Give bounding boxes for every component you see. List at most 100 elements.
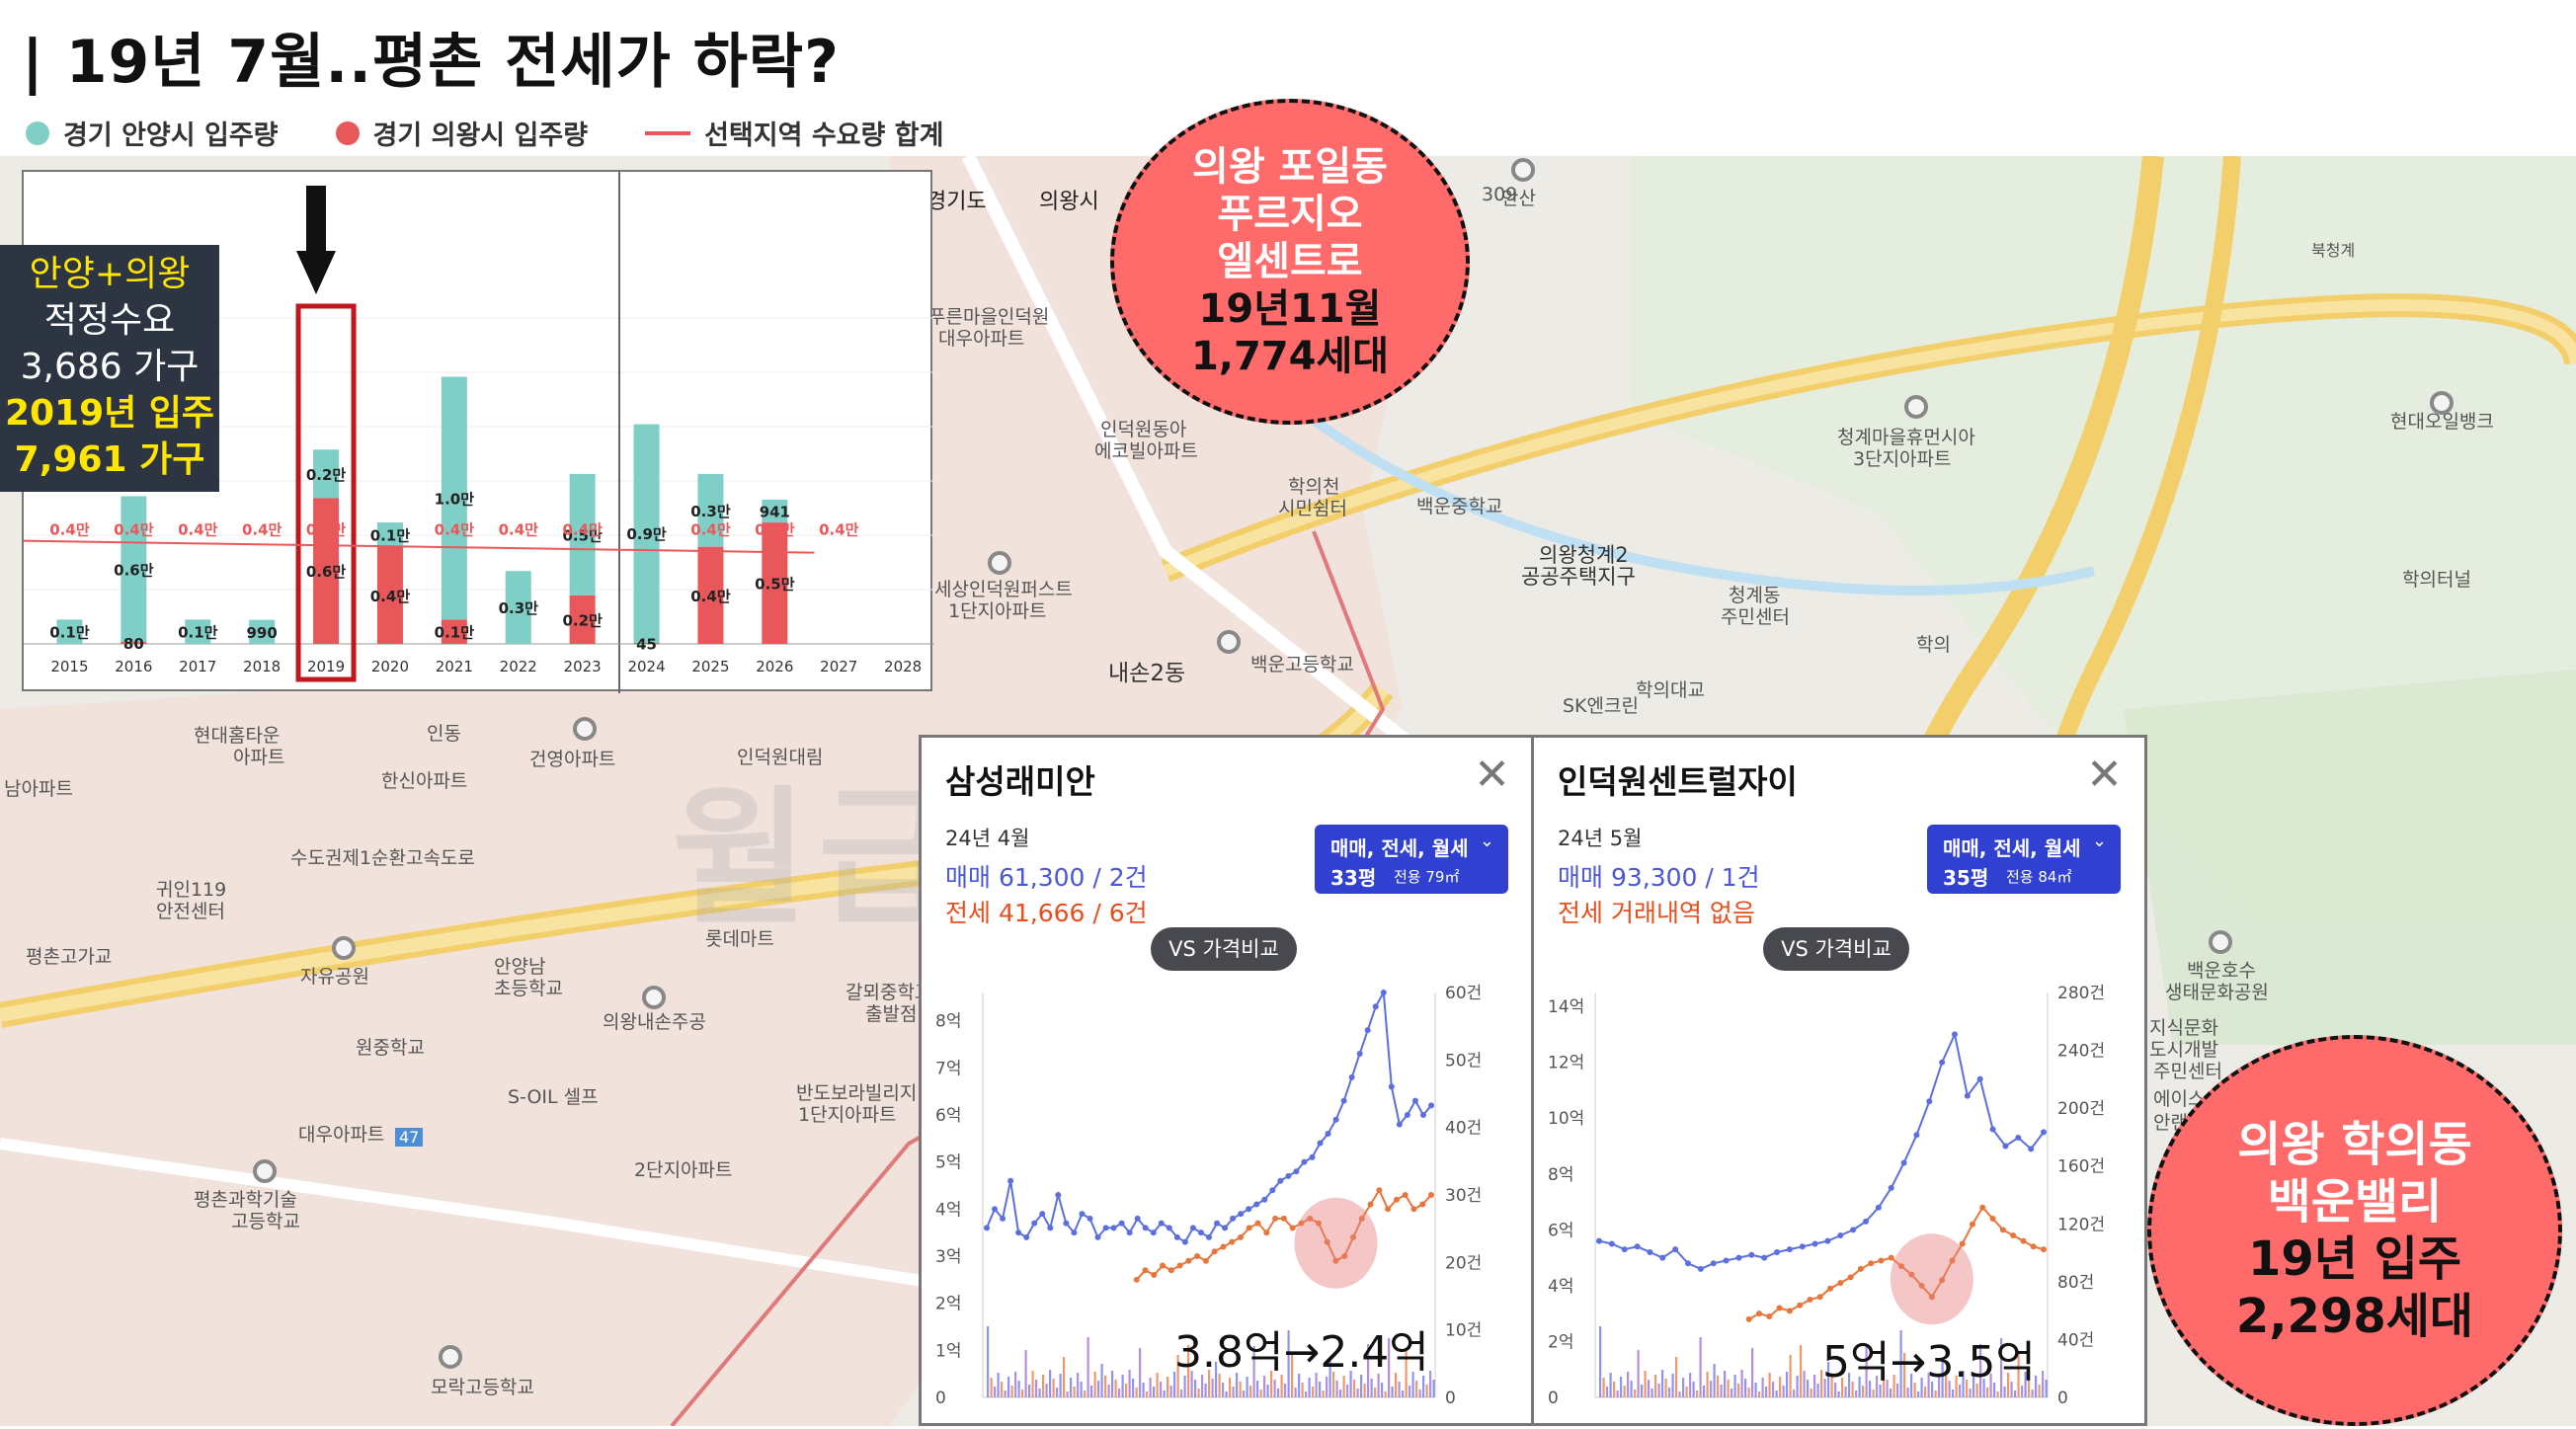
volume-bar xyxy=(1208,1370,1211,1397)
map-poi-icon[interactable] xyxy=(642,986,666,1009)
chart-legend: 경기 안양시 입주량 경기 의왕시 입주량 선택지역 수요량 합계 xyxy=(26,114,943,152)
volume-bar xyxy=(1841,1378,1844,1397)
close-icon[interactable]: ✕ xyxy=(2086,750,2123,800)
volume-bar xyxy=(1087,1337,1089,1397)
y2-tick-label: 30건 xyxy=(1445,1186,1482,1206)
map-label: 한신아파트 xyxy=(381,770,468,792)
volume-bar xyxy=(1121,1375,1124,1397)
down-arrow-icon xyxy=(296,186,336,294)
bar-anyang xyxy=(376,522,403,547)
rent-price-point xyxy=(1220,1243,1227,1250)
map-label: 원중학교 xyxy=(356,1037,425,1059)
volume-bar xyxy=(1890,1389,1892,1397)
vs-compare-button[interactable]: VS 가격비교 xyxy=(1763,927,1909,971)
rent-price-point xyxy=(1254,1220,1261,1227)
volume-bar xyxy=(1346,1385,1349,1397)
map-poi-icon[interactable] xyxy=(332,936,356,960)
volume-bar xyxy=(1225,1391,1228,1397)
price-chart-samsung: 8억 7억 6억 5억 4억 3억 2억 1억 0 60건 50건 40건 30건 20건 10건 0 xyxy=(935,984,1482,1408)
map-label: 1단지아파트 xyxy=(798,1104,897,1126)
rent-price-point xyxy=(1857,1265,1864,1272)
volume-bar xyxy=(1754,1383,1757,1397)
sale-price-point xyxy=(1230,1215,1237,1222)
volume-bar xyxy=(1114,1380,1117,1397)
volume-bar xyxy=(1813,1375,1816,1397)
sale-price-point xyxy=(1007,1177,1014,1184)
y-tick-label: 0 xyxy=(935,1389,946,1408)
rent-price-point xyxy=(1807,1297,1813,1304)
map-poi-icon[interactable] xyxy=(1217,630,1241,654)
bar-label: 0.9만 xyxy=(626,525,667,543)
map-label: S-OIL 셀프 xyxy=(508,1086,599,1108)
tick-label: 2018 xyxy=(243,658,281,675)
demand-line xyxy=(24,539,815,554)
map-label: 에코빌아파트 xyxy=(1094,440,1198,462)
map-label: 대우아파트 xyxy=(298,1124,385,1146)
y2-tick-label: 120건 xyxy=(2057,1215,2105,1234)
volume-bar xyxy=(1031,1371,1034,1397)
trade-type-dropdown[interactable]: 매매, 전세, 월세 ⌄ 33평 전용 79㎡ xyxy=(1315,825,1508,894)
volume-bar xyxy=(1273,1380,1276,1397)
bar-anyang xyxy=(505,571,531,644)
volume-bar xyxy=(1948,1381,1951,1397)
volume-bar xyxy=(1740,1370,1743,1397)
volume-bar xyxy=(1266,1385,1269,1397)
volume-bar xyxy=(1381,1383,1384,1397)
sale-price-point xyxy=(1396,1121,1403,1128)
volume-bar xyxy=(1422,1376,1425,1397)
map-poi-icon[interactable] xyxy=(1511,158,1535,182)
dropdown-label: 매매, 전세, 월세 xyxy=(1330,836,1469,860)
volume-bar xyxy=(1599,1326,1602,1397)
map-label: 시민쉼터 xyxy=(1278,498,1347,519)
trade-type-dropdown[interactable]: 매매, 전세, 월세 ⌄ 35평 전용 84㎡ xyxy=(1927,825,2121,894)
volume-bar xyxy=(1391,1387,1394,1397)
volume-bar xyxy=(1197,1389,1200,1397)
map-label: 청계동 xyxy=(1729,585,1781,606)
volume-bar xyxy=(1972,1375,1975,1397)
volume-bar xyxy=(1377,1374,1380,1397)
y2-tick-label: 40건 xyxy=(1445,1119,1482,1139)
map-label: 현대오일뱅크 xyxy=(2390,411,2494,433)
y2-tick-label: 0 xyxy=(1445,1389,1456,1408)
bar-label: 0.6만 xyxy=(306,563,347,581)
legend-label: 경기 의왕시 입주량 xyxy=(372,120,589,151)
sale-price-point xyxy=(2015,1135,2022,1142)
vs-compare-button[interactable]: VS 가격비교 xyxy=(1151,927,1297,971)
sale-price-line xyxy=(1598,1031,2045,1271)
map-poi-icon[interactable] xyxy=(2430,391,2454,415)
map-poi-icon[interactable] xyxy=(253,1159,277,1183)
map-poi-icon[interactable] xyxy=(1904,395,1928,419)
volume-bar xyxy=(1668,1388,1671,1397)
volume-bar xyxy=(1837,1391,1840,1397)
price-card-samsung[interactable]: 삼성래미안 ✕ 24년 4월 매매 61,300 / 2건 전세 41,666 … xyxy=(919,735,1535,1426)
y-tick-label: 0 xyxy=(1548,1389,1559,1408)
price-card-induk[interactable]: 인덕원센트럴자이 ✕ 24년 5월 매매 93,300 / 1건 전세 거래내역… xyxy=(1531,735,2147,1426)
sale-price-point xyxy=(1735,1254,1742,1261)
sale-price-point xyxy=(1811,1240,1818,1247)
volume-bar xyxy=(1239,1382,1242,1397)
volume-bar xyxy=(1609,1373,1612,1397)
volume-bar xyxy=(1418,1389,1421,1397)
map-poi-icon[interactable] xyxy=(2209,930,2232,954)
sale-price-point xyxy=(1015,1230,1022,1236)
volume-bar xyxy=(1332,1372,1335,1397)
volume-bar xyxy=(1370,1379,1373,1397)
volume-bar xyxy=(1627,1372,1630,1397)
demand-label: 0.4만 xyxy=(562,521,603,539)
map-poi-icon[interactable] xyxy=(573,717,597,741)
volume-bar xyxy=(1093,1372,1096,1397)
rent-price-point xyxy=(1160,1262,1167,1269)
map-label: 학의대교 xyxy=(1636,679,1705,701)
sale-price-point xyxy=(1419,1111,1426,1118)
map-label: 모락고등학교 xyxy=(431,1377,534,1398)
close-icon[interactable]: ✕ xyxy=(1474,750,1510,800)
volume-bar xyxy=(1934,1390,1937,1397)
y2-tick-label: 200건 xyxy=(2057,1099,2105,1119)
info-line: 3,686 가구 xyxy=(20,347,200,387)
map-poi-icon[interactable] xyxy=(439,1345,462,1369)
map-poi-icon[interactable] xyxy=(988,551,1011,575)
y2-tick-label: 80건 xyxy=(2057,1273,2094,1293)
y2-tick-label: 60건 xyxy=(1445,984,1482,1003)
volume-bar xyxy=(1793,1389,1796,1397)
map-label: 인동 xyxy=(427,723,461,745)
